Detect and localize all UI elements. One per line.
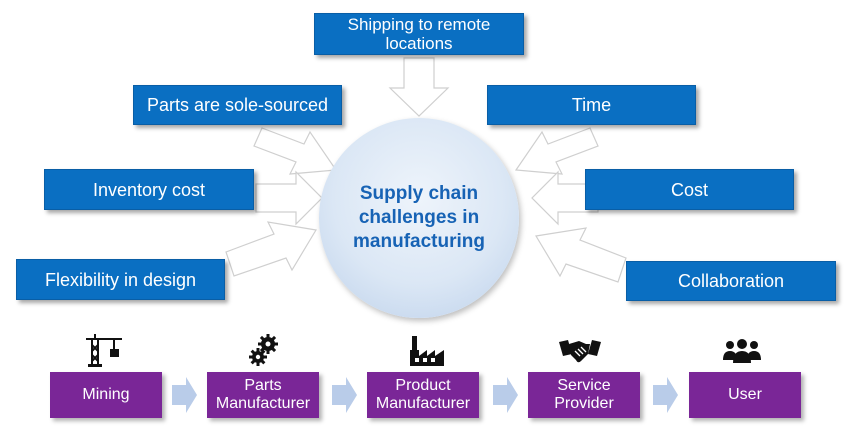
challenge-sole-sourced: Parts are sole-sourced [133, 85, 342, 125]
stage-product-manufacturer: Product Manufacturer [367, 372, 479, 418]
challenge-shipping: Shipping to remote locations [314, 13, 524, 55]
chain-arrow-2 [332, 377, 357, 413]
arrow-collaboration [535, 227, 627, 283]
crane-icon [86, 334, 122, 367]
challenge-inventory-cost: Inventory cost [44, 169, 254, 210]
arrow-shipping [388, 57, 450, 117]
challenge-time: Time [487, 85, 696, 125]
stage-user: User [689, 372, 801, 418]
arrow-flexibility [225, 221, 317, 277]
stage-service-provider: Service Provider [528, 372, 640, 418]
arrow-sole-sourced [253, 127, 338, 175]
chain-arrow-3 [493, 377, 518, 413]
challenge-cost: Cost [585, 169, 794, 210]
challenge-flexibility: Flexibility in design [16, 259, 225, 300]
arrow-time [514, 127, 599, 175]
center-circle: Supply chain challenges in manufacturing [319, 118, 519, 318]
handshake-icon [559, 340, 601, 363]
chain-arrow-1 [172, 377, 197, 413]
center-title: Supply chain challenges in manufacturing [353, 183, 485, 252]
arrow-cost [531, 170, 599, 226]
stage-mining: Mining [50, 372, 162, 418]
gears-icon [249, 334, 278, 366]
users-icon [723, 339, 761, 363]
arrow-inventory [255, 170, 323, 226]
factory-icon [410, 336, 444, 366]
stage-parts-manufacturer: Parts Manufacturer [207, 372, 319, 418]
challenge-collaboration: Collaboration [626, 261, 836, 301]
chain-arrow-4 [653, 377, 678, 413]
